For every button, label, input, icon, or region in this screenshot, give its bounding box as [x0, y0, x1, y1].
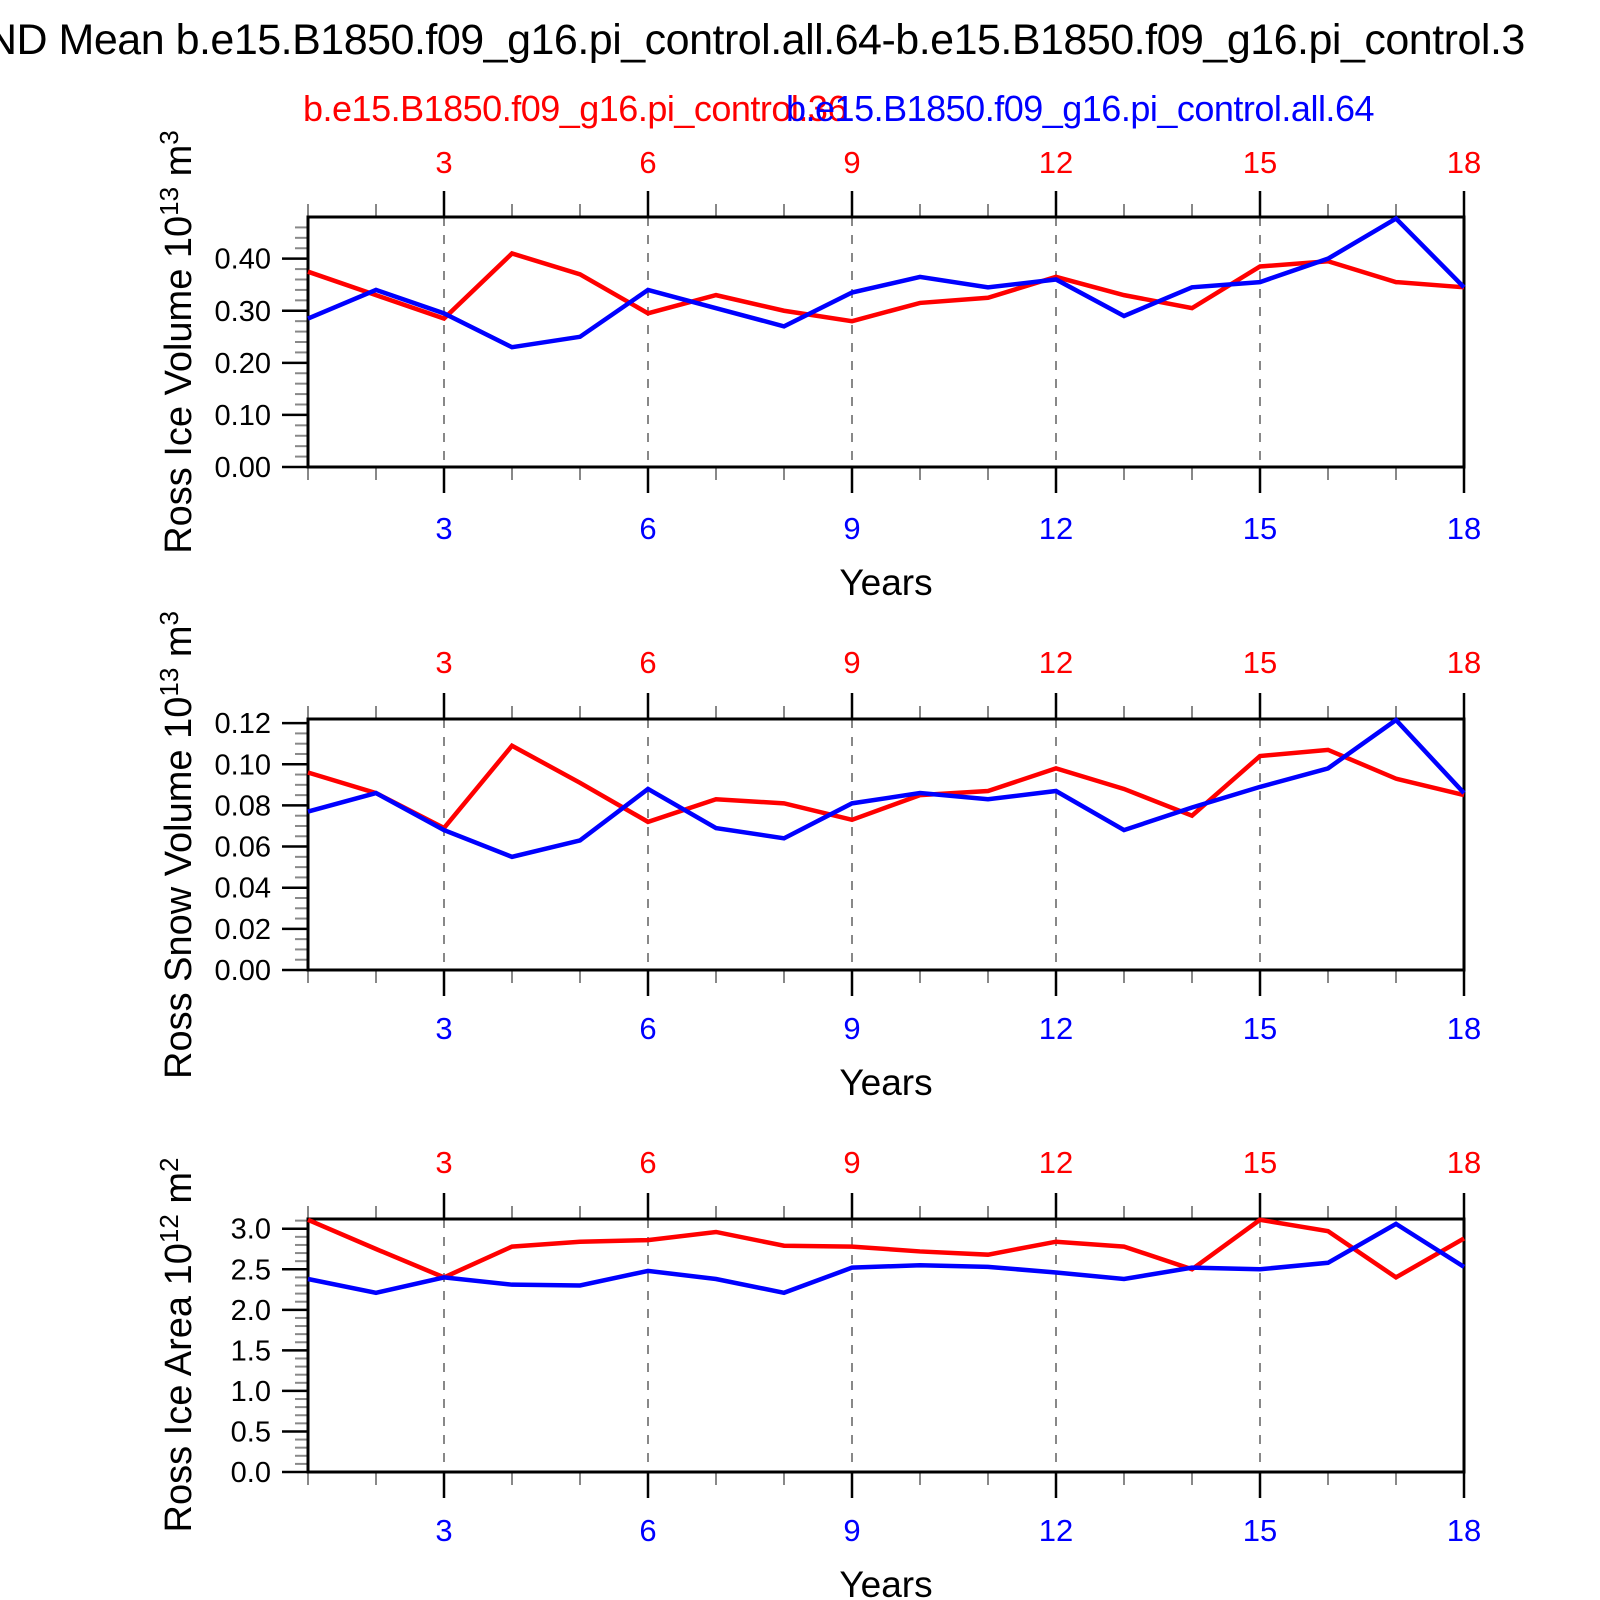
- x-tick-label-bottom: 15: [1243, 511, 1277, 546]
- x-tick-label-bottom: 6: [639, 511, 656, 546]
- x-tick-label-bottom: 12: [1039, 511, 1073, 546]
- x-tick-label-bottom: 9: [843, 1513, 860, 1548]
- y-tick-label: 1.0: [231, 1376, 271, 1408]
- x-tick-label-top: 18: [1447, 145, 1481, 180]
- x-tick-label-top: 12: [1039, 645, 1073, 680]
- x-tick-label-top: 9: [843, 145, 860, 180]
- x-axis-title: Years: [839, 562, 932, 603]
- y-tick-label: 0.0: [231, 1457, 271, 1489]
- series-blue-line: [307, 215, 1466, 350]
- x-tick-label-top: 3: [435, 1145, 452, 1180]
- x-tick-label-top: 6: [639, 645, 656, 680]
- series-red-line: [307, 742, 1465, 831]
- y-axis-title: Ross Ice Volume 1013 m3: [154, 130, 200, 554]
- legend-blue-label: b.e15.B1850.f09_g16.pi_control.all.64: [786, 88, 1374, 129]
- y-tick-label: 0.5: [231, 1416, 271, 1448]
- y-tick-label: 0.00: [215, 955, 271, 987]
- x-tick-label-top: 18: [1447, 645, 1481, 680]
- y-tick-label: 0.04: [215, 873, 271, 905]
- series-blue-line: [307, 717, 1466, 860]
- x-axis-title: Years: [839, 1062, 932, 1103]
- x-tick-label-bottom: 15: [1243, 1011, 1277, 1046]
- x-tick-label-top: 18: [1447, 1145, 1481, 1180]
- x-axis-title: Years: [839, 1564, 932, 1600]
- x-tick-label-bottom: 6: [639, 1513, 656, 1548]
- x-tick-label-bottom: 15: [1243, 1513, 1277, 1548]
- x-tick-label-bottom: 3: [435, 511, 452, 546]
- chart-panel-3: 0.0 0.5 1.0 1.5 2.0 2.5 3.0 3 3 6 6 9 9 12 12 15 15 18 18 Y…: [154, 1145, 1481, 1600]
- y-tick-label: 3.0: [231, 1214, 271, 1246]
- y-tick-label: 0.12: [215, 708, 271, 740]
- series-red-line: [307, 1217, 1466, 1281]
- y-axis-title: Ross Ice Area 1012 m2: [154, 1158, 200, 1533]
- y-tick-label: 0.00: [215, 452, 271, 484]
- y-tick-label: 1.5: [231, 1335, 271, 1367]
- x-tick-label-bottom: 18: [1447, 1513, 1481, 1548]
- y-tick-label: 0.10: [215, 749, 271, 781]
- chart-panel-1: 0.00 0.10 0.20 0.30 0.40 3 3 6 6 9 9 12 12 15 15 18 18 Ye…: [154, 130, 1481, 603]
- x-tick-label-bottom: 18: [1447, 1011, 1481, 1046]
- x-tick-label-top: 15: [1243, 1145, 1277, 1180]
- y-tick-label: 2.5: [231, 1254, 271, 1286]
- figure-title: ND Mean b.e15.B1850.f09_g16.pi_control.a…: [0, 16, 1525, 64]
- x-tick-label-bottom: 18: [1447, 511, 1481, 546]
- x-tick-label-top: 15: [1243, 145, 1277, 180]
- x-tick-label-bottom: 3: [435, 1513, 452, 1548]
- y-tick-label: 0.30: [215, 296, 271, 328]
- y-tick-label: 0.02: [215, 914, 271, 946]
- x-tick-label-bottom: 3: [435, 1011, 452, 1046]
- x-tick-label-top: 9: [843, 1145, 860, 1180]
- series-red-line: [307, 250, 1465, 324]
- legend-red-label: b.e15.B1850.f09_g16.pi_control.36: [303, 88, 847, 129]
- y-tick-label: 0.08: [215, 790, 271, 822]
- series-blue-line: [307, 1221, 1466, 1296]
- x-tick-label-top: 9: [843, 645, 860, 680]
- y-tick-label: 0.40: [215, 244, 271, 276]
- plot-frame: [306, 1217, 1466, 1474]
- x-tick-label-top: 6: [639, 1145, 656, 1180]
- x-tick-label-top: 6: [639, 145, 656, 180]
- x-tick-label-bottom: 12: [1039, 1513, 1073, 1548]
- x-tick-label-top: 3: [435, 145, 452, 180]
- y-axis-title: Ross Snow Volume 1013 m3: [154, 611, 200, 1079]
- x-tick-label-bottom: 9: [843, 1011, 860, 1046]
- plot-frame: [306, 215, 1466, 469]
- chart-panel-2: 0.00 0.02 0.04 0.06 0.08 0.10 0.12 3 3 6 6 9 9 12 12 15…: [154, 611, 1481, 1103]
- plot-frame: [306, 717, 1466, 972]
- y-tick-label: 2.0: [231, 1295, 271, 1327]
- x-tick-label-top: 12: [1039, 145, 1073, 180]
- x-tick-label-top: 12: [1039, 1145, 1073, 1180]
- y-tick-label: 0.06: [215, 832, 271, 864]
- x-tick-label-bottom: 9: [843, 511, 860, 546]
- x-tick-label-top: 15: [1243, 645, 1277, 680]
- x-tick-label-top: 3: [435, 645, 452, 680]
- y-tick-label: 0.20: [215, 348, 271, 380]
- y-tick-label: 0.10: [215, 400, 271, 432]
- x-tick-label-bottom: 6: [639, 1011, 656, 1046]
- x-tick-label-bottom: 12: [1039, 1011, 1073, 1046]
